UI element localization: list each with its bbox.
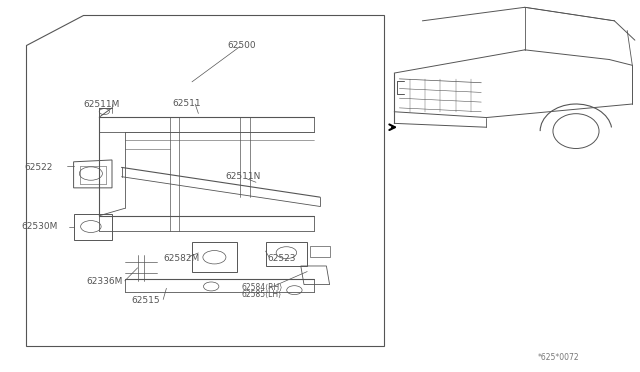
Text: 62523: 62523 [268,254,296,263]
Text: *625*0072: *625*0072 [538,353,579,362]
Text: 62584⟨RH⟩: 62584⟨RH⟩ [242,283,283,292]
Text: 62511M: 62511M [83,100,120,109]
Text: 62530M: 62530M [21,222,58,231]
Text: 62511: 62511 [173,99,202,108]
Text: 62500: 62500 [227,41,256,50]
Polygon shape [26,15,384,346]
Text: 62585⟨LH⟩: 62585⟨LH⟩ [242,290,282,299]
Text: 62522: 62522 [24,163,52,172]
Text: 62511N: 62511N [225,172,260,181]
Text: 62336M: 62336M [86,277,123,286]
Text: 62515: 62515 [131,296,160,305]
Text: 62582M: 62582M [163,254,200,263]
